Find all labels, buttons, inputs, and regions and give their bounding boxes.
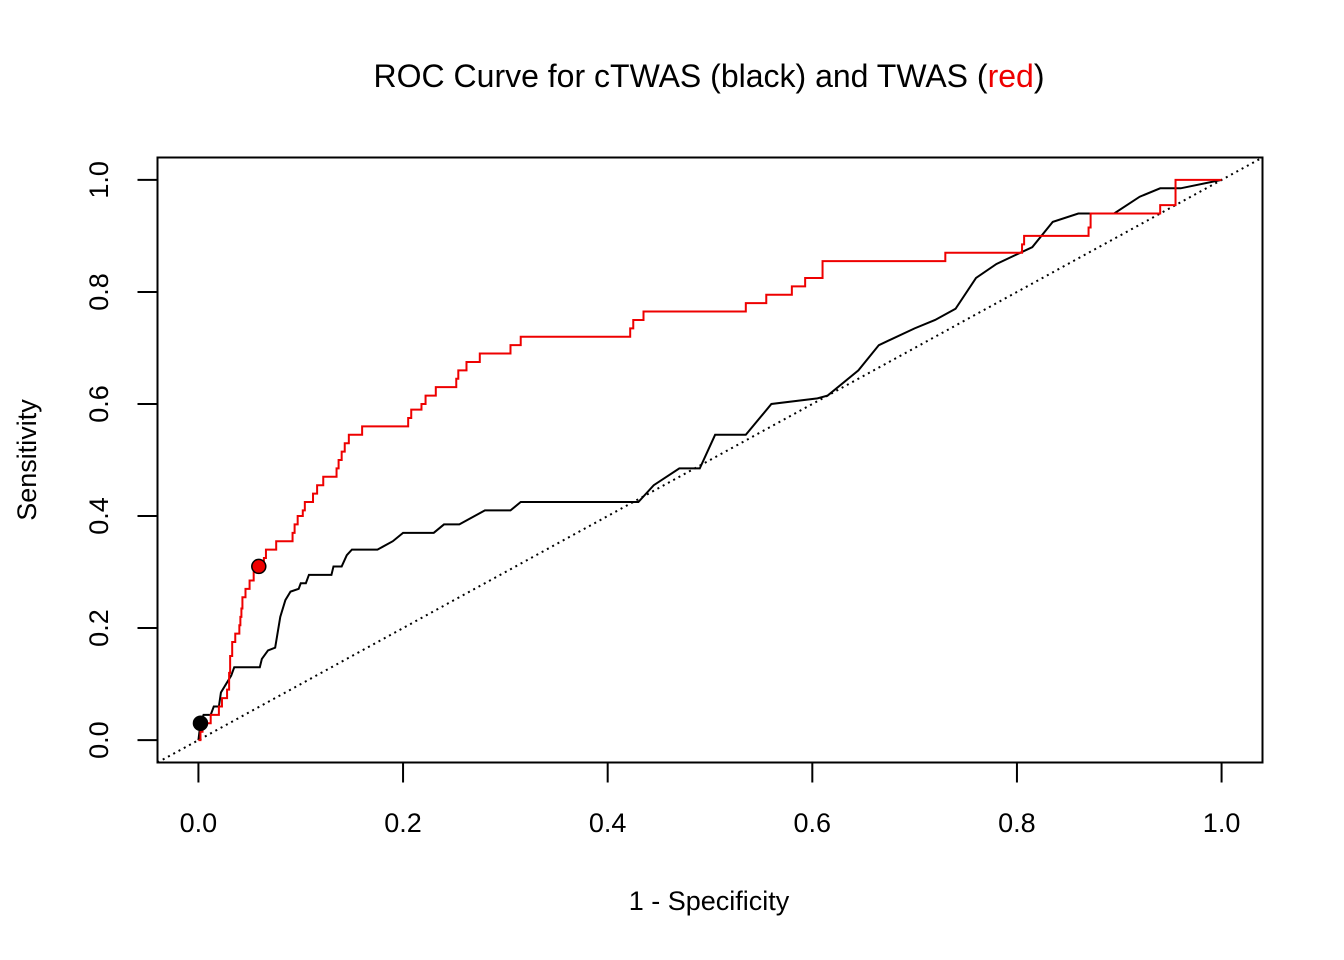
reference-diagonal-line bbox=[157, 156, 1263, 764]
x-tick-label: 0.8 bbox=[998, 808, 1036, 838]
y-tick-label: 1.0 bbox=[84, 161, 114, 199]
y-tick-label: 0.8 bbox=[84, 273, 114, 311]
chart-title-highlight: red bbox=[988, 58, 1034, 94]
plot-frame bbox=[156, 156, 1264, 764]
x-tick-label: 0.2 bbox=[384, 808, 422, 838]
highlight-point-0 bbox=[192, 715, 209, 732]
highlight-point-1 bbox=[251, 558, 267, 575]
plot-area bbox=[157, 156, 1263, 764]
chart-title-suffix: ) bbox=[1034, 58, 1045, 94]
y-tick-label: 0.0 bbox=[84, 721, 114, 759]
y-tick-label: 0.6 bbox=[84, 385, 114, 423]
x-tick-label: 0.0 bbox=[180, 808, 218, 838]
chart-title-prefix: ROC Curve for cTWAS (black) and TWAS ( bbox=[374, 58, 988, 94]
y-tick-label: 0.4 bbox=[84, 497, 114, 535]
x-tick-label: 0.4 bbox=[589, 808, 627, 838]
x-tick-label: 0.6 bbox=[794, 808, 832, 838]
series-line-0 bbox=[197, 178, 1222, 741]
y-axis: 0.0 0.2 0.4 0.6 0.8 1.0 bbox=[84, 161, 159, 759]
x-axis-title: 1 - Specificity bbox=[629, 886, 790, 916]
y-tick-label: 0.2 bbox=[84, 609, 114, 647]
x-tick-label: 1.0 bbox=[1203, 808, 1241, 838]
series-line-1 bbox=[198, 178, 1222, 742]
y-axis-title: Sensitivity bbox=[12, 399, 42, 521]
x-axis: 0.0 0.2 0.4 0.6 0.8 1.0 bbox=[180, 761, 1241, 838]
chart-title: ROC Curve for cTWAS (black) and TWAS (re… bbox=[374, 58, 1045, 94]
